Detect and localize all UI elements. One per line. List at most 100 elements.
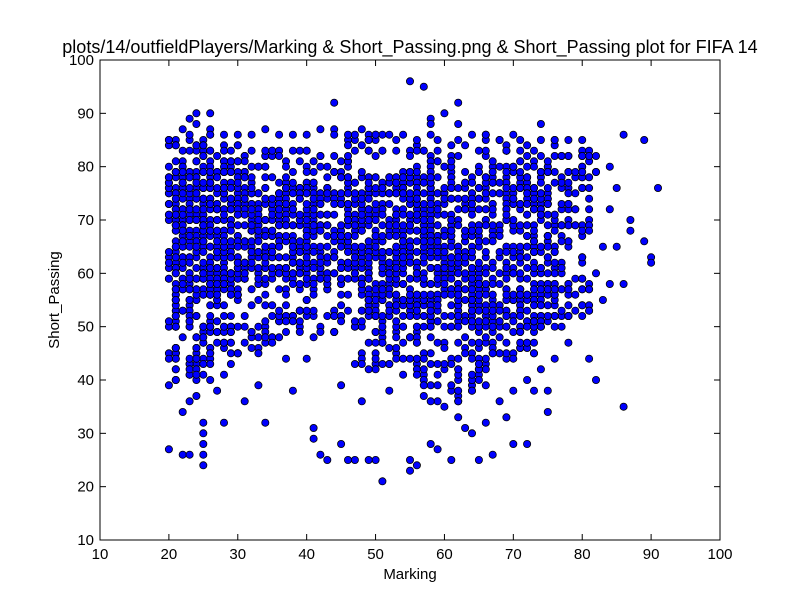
data-point: [254, 381, 263, 390]
data-point: [433, 338, 442, 347]
data-point: [185, 295, 194, 304]
data-point: [399, 322, 408, 331]
data-point: [226, 338, 235, 347]
data-point: [281, 253, 290, 262]
data-point: [281, 301, 290, 310]
data-point: [578, 274, 587, 283]
data-point: [557, 221, 566, 230]
data-point: [419, 311, 428, 320]
data-point: [481, 130, 490, 139]
data-point: [219, 279, 228, 288]
data-point: [509, 327, 518, 336]
data-point: [357, 242, 366, 251]
data-point: [461, 167, 470, 176]
data-point: [199, 167, 208, 176]
data-point: [426, 263, 435, 272]
data-point: [481, 365, 490, 374]
data-point: [268, 247, 277, 256]
data-point: [343, 173, 352, 182]
data-point: [530, 285, 539, 294]
data-point: [530, 183, 539, 192]
data-point: [233, 210, 242, 219]
data-point: [495, 162, 504, 171]
data-point: [412, 461, 421, 470]
data-point: [578, 226, 587, 235]
data-point: [254, 237, 263, 246]
data-point: [502, 210, 511, 219]
data-point: [516, 311, 525, 320]
data-point: [495, 231, 504, 240]
data-point: [433, 237, 442, 246]
data-point: [164, 162, 173, 171]
data-point: [275, 189, 284, 198]
data-point: [488, 205, 497, 214]
data-point: [419, 82, 428, 91]
data-point: [550, 226, 559, 235]
data-point: [557, 178, 566, 187]
data-point: [405, 167, 414, 176]
data-point: [206, 279, 215, 288]
data-point: [268, 338, 277, 347]
data-point: [199, 333, 208, 342]
data-point: [578, 285, 587, 294]
data-point: [426, 290, 435, 299]
data-point: [219, 130, 228, 139]
data-point: [164, 210, 173, 219]
data-point: [192, 391, 201, 400]
data-point: [240, 322, 249, 331]
data-point: [178, 450, 187, 459]
data-point: [343, 306, 352, 315]
data-point: [543, 183, 552, 192]
data-point: [426, 199, 435, 208]
data-point: [502, 311, 511, 320]
data-point: [364, 306, 373, 315]
data-point: [495, 135, 504, 144]
data-point: [454, 183, 463, 192]
data-point: [288, 386, 297, 395]
data-point: [433, 445, 442, 454]
data-point: [419, 226, 428, 235]
data-point: [247, 183, 256, 192]
data-point: [605, 205, 614, 214]
data-point: [405, 333, 414, 342]
data-point: [357, 194, 366, 203]
data-point: [247, 258, 256, 267]
data-point: [364, 253, 373, 262]
data-point: [543, 221, 552, 230]
data-point: [509, 194, 518, 203]
data-point: [226, 327, 235, 336]
data-point: [474, 146, 483, 155]
data-point: [433, 189, 442, 198]
data-point: [454, 322, 463, 331]
data-point: [426, 279, 435, 288]
data-point: [206, 311, 215, 320]
data-point: [309, 263, 318, 272]
data-point: [509, 386, 518, 395]
data-point: [536, 263, 545, 272]
data-point: [247, 173, 256, 182]
data-point: [536, 210, 545, 219]
data-point: [171, 295, 180, 304]
data-point: [530, 162, 539, 171]
data-point: [302, 306, 311, 315]
data-point: [364, 295, 373, 304]
data-point: [337, 290, 346, 299]
data-point: [343, 455, 352, 464]
data-point: [371, 173, 380, 182]
data-point: [516, 269, 525, 278]
data-point: [343, 141, 352, 150]
data-point: [330, 231, 339, 240]
data-point: [337, 439, 346, 448]
data-point: [302, 242, 311, 251]
data-point: [412, 322, 421, 331]
data-point: [268, 173, 277, 182]
data-point: [516, 183, 525, 192]
data-point: [419, 365, 428, 374]
data-point: [530, 237, 539, 246]
data-point: [371, 455, 380, 464]
data-point: [419, 237, 428, 246]
data-point: [481, 290, 490, 299]
data-point: [213, 173, 222, 182]
data-point: [302, 189, 311, 198]
